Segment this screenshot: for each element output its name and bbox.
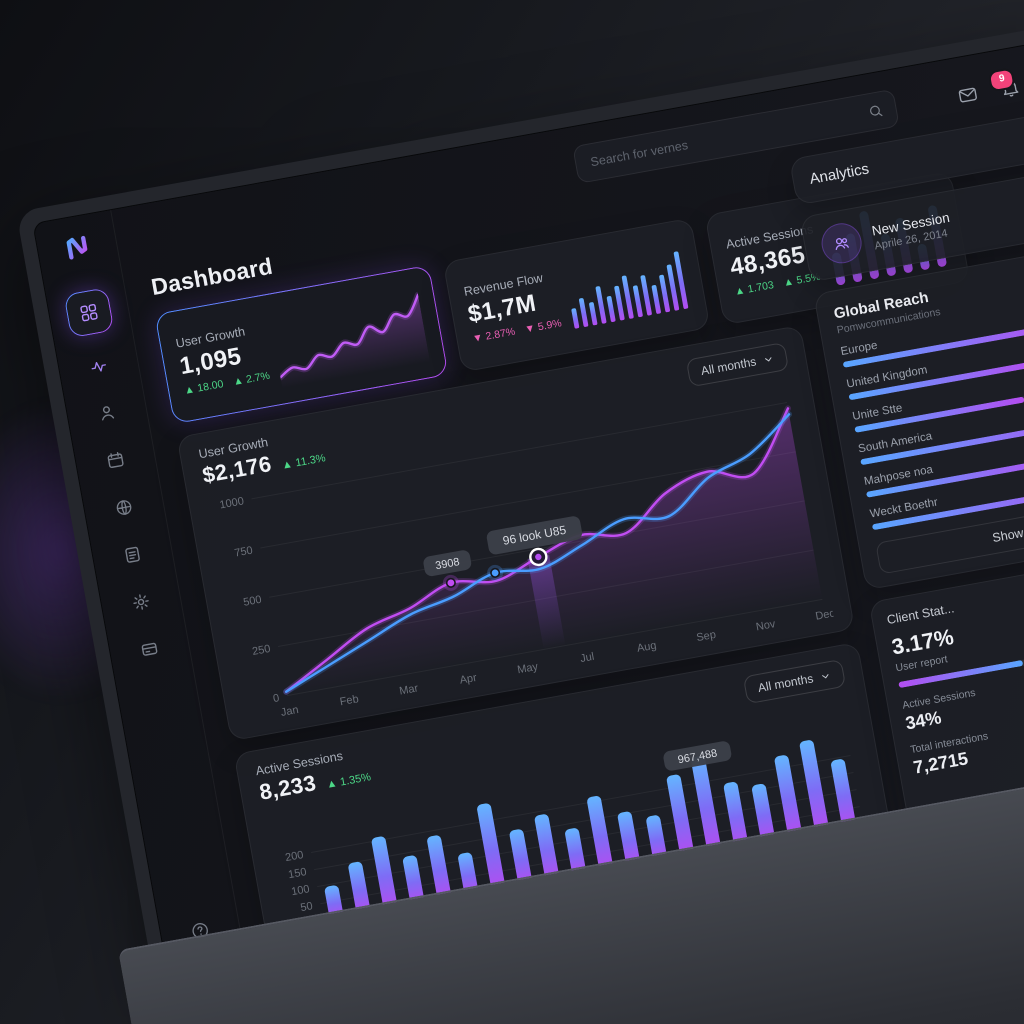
- chevron-down-icon: [764, 356, 772, 362]
- kpi-delta: ▼ 2.87%: [471, 325, 516, 345]
- svg-text:Feb: Feb: [339, 693, 360, 708]
- analytics-title: Analytics: [808, 160, 871, 188]
- globe-icon: [116, 500, 132, 515]
- sidebar-item-calendar[interactable]: [99, 444, 132, 477]
- kpi-delta: ▲ 18.00: [183, 377, 225, 397]
- new-session-card[interactable]: New Session Aprile 26, 2014: [799, 158, 1024, 283]
- svg-text:Sep: Sep: [695, 629, 716, 644]
- user-growth-line-chart: 1000 750 500 250 0 Jan Feb Mar Apr May Jul Aug Sep No…: [206, 389, 834, 727]
- svg-text:Jan: Jan: [280, 704, 300, 719]
- right-column: Analytics New Session: [788, 100, 1024, 870]
- pulse-icon: [91, 361, 106, 372]
- months-filter-dropdown[interactable]: All months: [685, 342, 790, 388]
- user-growth-sparkline: [268, 281, 431, 390]
- grid-icon: [80, 304, 98, 322]
- svg-text:0: 0: [272, 692, 280, 705]
- chart-delta: ▲ 11.3%: [280, 452, 327, 472]
- client-stats-card: Client Stat... 3.17% User report Active …: [868, 570, 1024, 825]
- mail-button[interactable]: [954, 80, 983, 109]
- people-icon: [818, 220, 865, 267]
- region-label: Europe: [839, 339, 879, 359]
- svg-text:1000: 1000: [219, 495, 245, 511]
- svg-text:250: 250: [251, 643, 271, 658]
- stats-map-row: Client Stat... 3.17% User report Active …: [868, 544, 1024, 825]
- sidebar-item-analytics[interactable]: [84, 352, 114, 382]
- topbar: 9 aooaMWer: [138, 45, 1024, 263]
- user-growth-chart-card: User Growth $2,176 ▲ 11.3% All months: [176, 324, 856, 742]
- gear-icon: [133, 594, 149, 610]
- svg-text:Aug: Aug: [636, 640, 657, 655]
- user-icon: [102, 406, 115, 421]
- kpi-delta: ▲ 1.703: [733, 278, 775, 298]
- svg-text:Nov: Nov: [755, 618, 777, 633]
- months-filter-dropdown[interactable]: All months: [742, 658, 847, 705]
- svg-text:200: 200: [284, 849, 304, 864]
- svg-text:Mar: Mar: [398, 682, 419, 697]
- sidebar-item-dashboard[interactable]: [63, 287, 115, 339]
- calendar-icon: [107, 452, 124, 469]
- svg-text:Apr: Apr: [459, 672, 478, 687]
- kpi-delta: ▲ 2.7%: [232, 369, 271, 388]
- kpi-delta: ▼ 5.9%: [523, 316, 563, 336]
- svg-text:50: 50: [299, 900, 313, 914]
- sidebar-item-billing[interactable]: [133, 633, 166, 666]
- svg-text:3908: 3908: [434, 556, 460, 572]
- global-reach-card: Global Reach Pomwcommunications Europe 3…: [813, 235, 1024, 591]
- svg-text:Jul: Jul: [579, 651, 595, 665]
- search-icon: [870, 105, 883, 116]
- chart-tooltip: 3908: [423, 550, 472, 577]
- sidebar-item-users[interactable]: [91, 397, 124, 430]
- chart-delta: ▲ 1.35%: [325, 771, 372, 791]
- kpi-card-revenue-flow[interactable]: Revenue Flow $1,7M ▼ 2.87% ▼ 5.9%: [442, 217, 711, 373]
- svg-text:500: 500: [242, 594, 262, 609]
- sidebar-item-globe[interactable]: [108, 491, 141, 524]
- card-icon: [141, 642, 158, 656]
- revenue-flow-sparkline: [561, 243, 691, 329]
- chevron-down-icon: [822, 673, 829, 679]
- svg-text:May: May: [516, 661, 539, 677]
- sidebar-nav: [63, 287, 173, 667]
- mail-icon: [959, 87, 978, 102]
- svg-text:Dec: Dec: [814, 607, 834, 622]
- sidebar-item-settings[interactable]: [125, 586, 158, 619]
- svg-text:150: 150: [287, 866, 307, 881]
- kpi-card-user-growth[interactable]: User Growth 1,095 ▲ 18.00 ▲ 2.7%: [154, 264, 449, 425]
- search-box[interactable]: [572, 88, 901, 184]
- chart-tooltip: 967,488: [663, 741, 732, 771]
- svg-text:750: 750: [234, 545, 254, 560]
- document-icon: [125, 546, 140, 563]
- app-logo: [60, 230, 96, 270]
- svg-text:100: 100: [290, 883, 310, 898]
- sidebar-item-reports[interactable]: [116, 539, 149, 572]
- notifications-button[interactable]: 9: [987, 66, 1024, 101]
